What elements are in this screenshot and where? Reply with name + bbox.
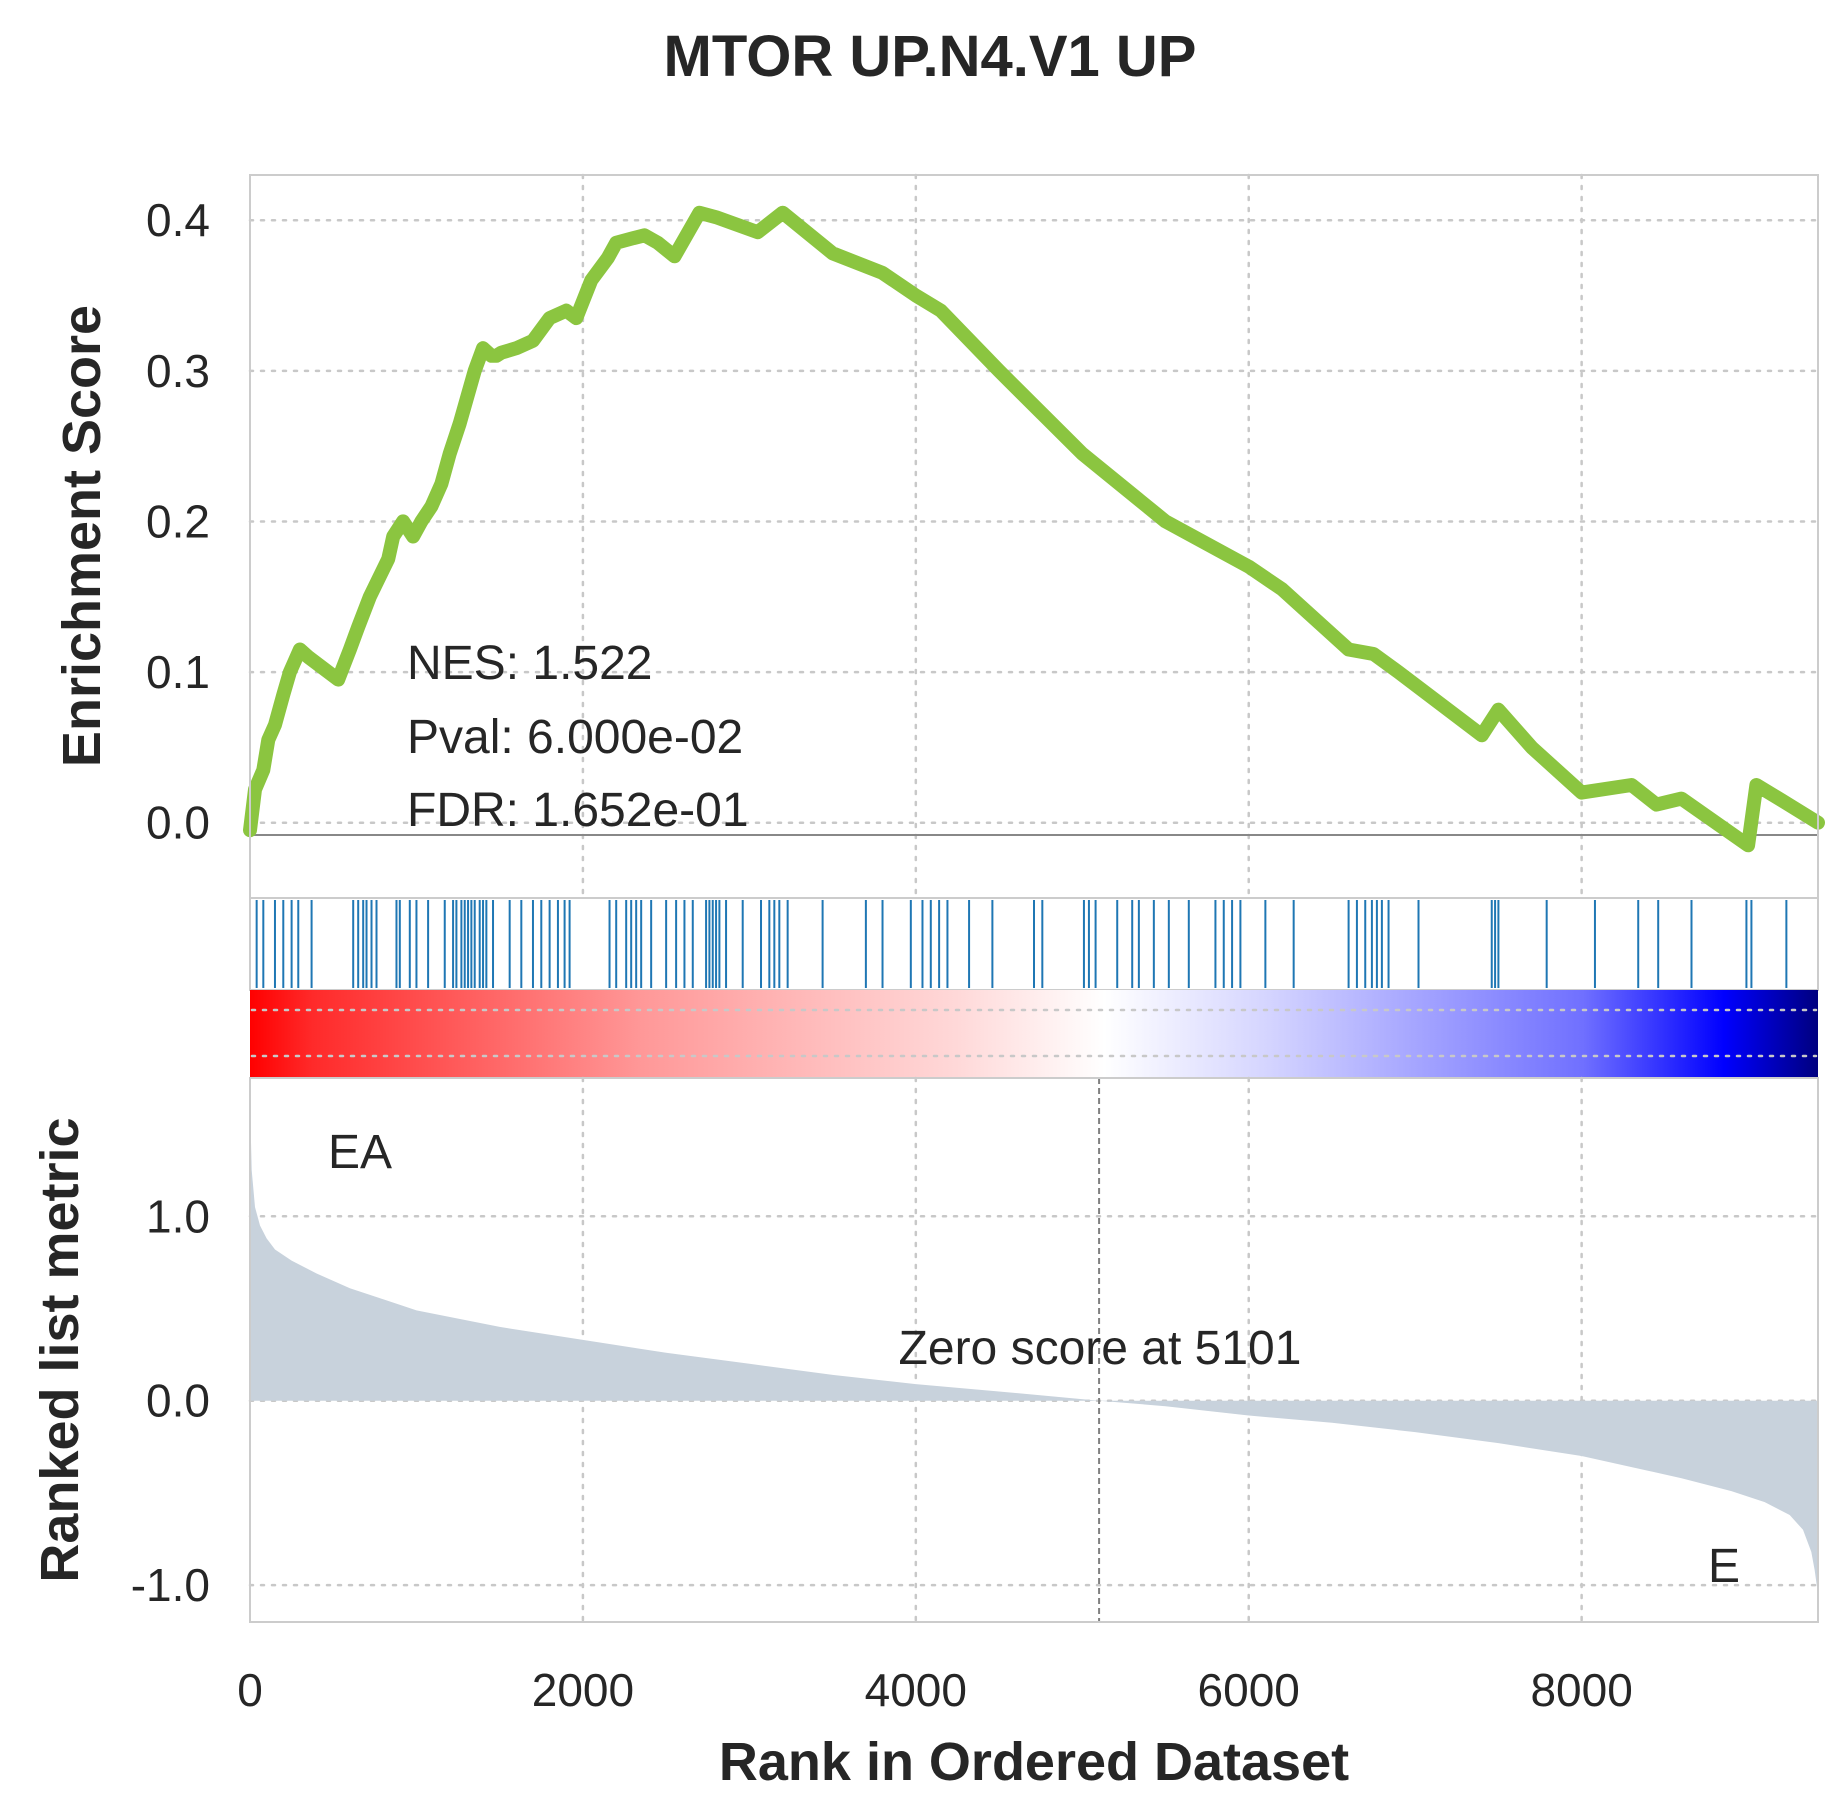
- enrichment-y-tick-label: 0.3: [146, 345, 210, 397]
- enrichment-y-tick-label: 0.4: [146, 194, 210, 246]
- ranked-metric-y-label: Ranked list metric: [30, 1117, 90, 1582]
- enrichment-panel: 0.0 0.1 0.2 0.3 0.4 Enrichment Score NES: 1.…: [52, 173, 1825, 900]
- x-tick-label: 2000: [532, 1664, 634, 1716]
- negative-phenotype-label: E: [1708, 1540, 1740, 1593]
- enrichment-score-line: [243, 205, 1825, 853]
- enrichment-y-tick-label: 0.0: [146, 797, 210, 849]
- ranked-metric-frame: [249, 1077, 1819, 1623]
- ranked-metric-area: [250, 1102, 1818, 1595]
- zero-score-annotation: Zero score at 5101: [899, 1322, 1302, 1375]
- rank-colorbar-panel: [250, 990, 1818, 1078]
- pval-annotation: Pval: 6.000e-02: [407, 711, 743, 764]
- x-axis-ticks: 0 2000 4000 6000 8000: [237, 1664, 1633, 1716]
- ranked-metric-grid: [248, 1076, 1820, 1624]
- enrichment-y-ticks: 0.0 0.1 0.2 0.3 0.4: [146, 194, 210, 849]
- positive-phenotype-label: EA: [328, 1126, 392, 1179]
- nes-annotation: NES: 1.522: [407, 637, 652, 690]
- chart-title: MTOR UP.N4.V1 UP: [664, 24, 1197, 89]
- x-tick-label: 8000: [1530, 1664, 1632, 1716]
- enrichment-y-label: Enrichment Score: [52, 305, 112, 767]
- ranked-metric-y-ticks: -1.0 0.0 1.0: [131, 1190, 210, 1611]
- x-tick-label: 6000: [1198, 1664, 1300, 1716]
- x-tick-label: 4000: [865, 1664, 967, 1716]
- ranked-metric-panel: -1.0 0.0 1.0 Ranked list metric EA E Zero …: [30, 1076, 1820, 1624]
- fdr-annotation: FDR: 1.652e-01: [407, 784, 749, 837]
- rank-colorbar: [250, 990, 1818, 1078]
- x-tick-label: 0: [237, 1664, 263, 1716]
- ranked-metric-y-tick-label: -1.0: [131, 1559, 210, 1611]
- enrichment-y-tick-label: 0.1: [146, 646, 210, 698]
- enrichment-y-tick-label: 0.2: [146, 495, 210, 547]
- ranked-metric-y-tick-label: 1.0: [146, 1190, 210, 1242]
- x-axis-label: Rank in Ordered Dataset: [719, 1732, 1349, 1792]
- hits-panel: [249, 897, 1819, 991]
- gene-hit-marks: [255, 900, 1788, 988]
- ranked-metric-y-tick-label: 0.0: [146, 1375, 210, 1427]
